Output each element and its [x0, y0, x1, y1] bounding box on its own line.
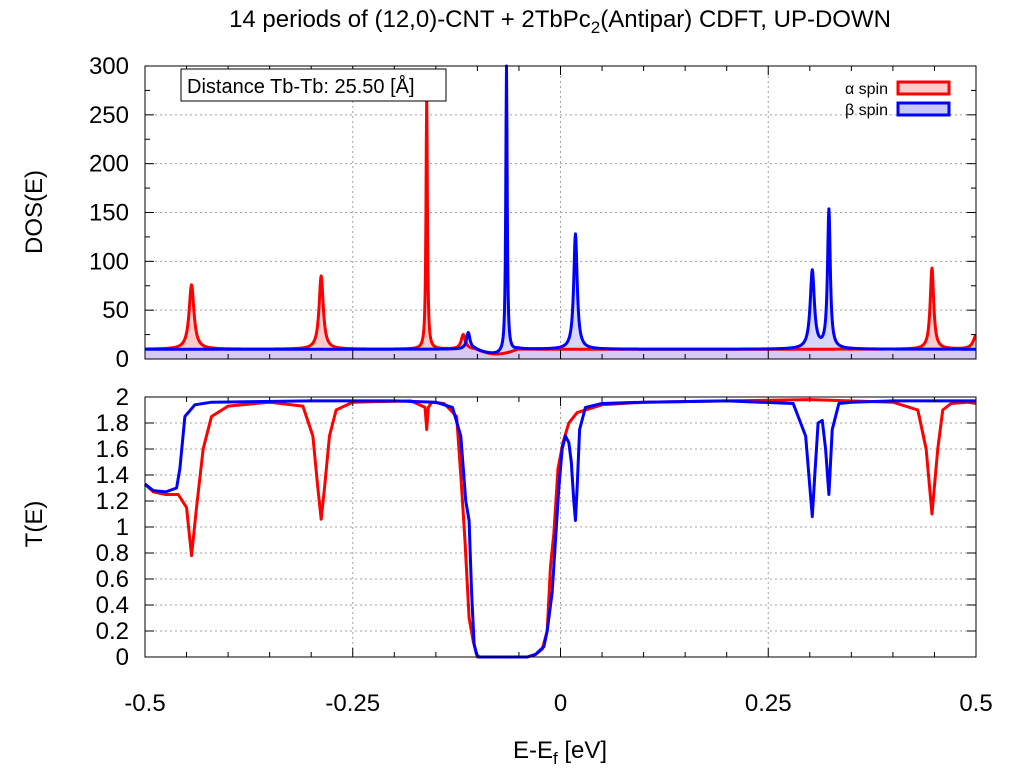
dos-line-series-1 [143, 64, 978, 355]
transmission-y-tick-label: 1 [116, 514, 129, 541]
distance-annotation: Distance Tb-Tb: 25.50 [Å] [180, 68, 447, 102]
transmission-y-tick-label: 1.2 [96, 488, 129, 515]
dos-y-tick-label: 150 [89, 200, 129, 227]
transmission-y-tick-label: 0.8 [96, 540, 129, 567]
transmission-y-tick-label: 1.8 [96, 410, 129, 437]
x-tick-label: 0.25 [745, 690, 792, 717]
legend-swatch [896, 80, 951, 96]
transmission-y-tick-label: 1.4 [96, 462, 129, 489]
legend-label: β spin [845, 102, 888, 119]
dos-panel: 0 50 100 150 200 250 300 [89, 53, 978, 373]
annotation-box [180, 68, 447, 102]
x-tick-label: -0.5 [124, 690, 165, 717]
transmission-y-tick-label: 0.2 [96, 618, 129, 645]
transmission-line-series-0 [143, 398, 977, 659]
transmission-y-tick-label: 2 [116, 384, 129, 411]
dos-y-tick-label: 50 [102, 297, 129, 324]
transmission-y-tick-label: 1.6 [96, 436, 129, 463]
legend-label: α spin [845, 81, 888, 98]
x-axis-subscript: f [553, 749, 558, 768]
legend: α spin β spin [845, 80, 951, 119]
title-subscript: 2 [591, 18, 600, 37]
transmission-y-tick-label: 0.6 [96, 566, 129, 593]
legend-swatch [896, 101, 951, 117]
dos-y-tick-label: 250 [89, 102, 129, 129]
x-tick-label: 0.5 [959, 690, 992, 717]
transmission-panel: 00.20.40.60.811.21.41.61.82-0.5 -0.25 0 0.2… [96, 384, 993, 717]
dos-y-tick-label: 300 [89, 53, 129, 80]
transmission-axis-label: T(E) [21, 501, 48, 548]
dos-y-tick-label: 0 [116, 346, 129, 373]
dos-line-series-0 [143, 93, 978, 356]
transmission-y-tick-label: 0.4 [96, 592, 129, 619]
annotation-text: Distance Tb-Tb: 25.50 [Å] [187, 75, 415, 98]
transmission-y-tick-label: 0 [116, 644, 129, 671]
x-axis-label: E-Ef [eV] [513, 737, 607, 768]
dos-y-tick-label: 100 [89, 248, 129, 275]
dos-y-tick-label: 200 [89, 151, 129, 178]
x-tick-label: 0 [554, 690, 567, 717]
dos-axis-label: DOS(E) [21, 170, 48, 254]
transmission-line-series-1 [144, 399, 976, 659]
chart-title: 14 periods of (12,0)-CNT + 2TbPc2(Antipa… [229, 6, 891, 37]
x-tick-label: -0.25 [325, 690, 380, 717]
